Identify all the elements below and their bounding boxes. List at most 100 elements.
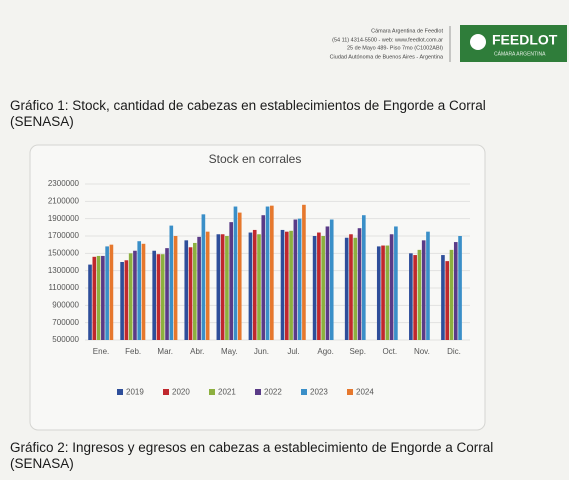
- bar: [233, 206, 238, 340]
- bar: [417, 249, 422, 340]
- logo-icon: [470, 34, 486, 50]
- bar: [220, 234, 225, 340]
- bar: [280, 229, 285, 340]
- y-tick-label: 1700000: [48, 231, 80, 240]
- x-tick-label: Abr.: [190, 347, 204, 356]
- bar: [376, 246, 381, 340]
- bar: [441, 255, 445, 340]
- bar: [289, 230, 293, 340]
- bar: [302, 204, 306, 340]
- bar: [252, 229, 257, 340]
- bar: [92, 256, 97, 340]
- bar: [329, 219, 334, 340]
- x-tick-label: Dic.: [447, 347, 461, 356]
- x-tick-label: Feb.: [125, 347, 141, 356]
- bar: [284, 231, 289, 340]
- bar: [248, 232, 253, 340]
- bar: [426, 231, 430, 340]
- legend-swatch: [255, 389, 261, 395]
- bar: [225, 236, 229, 340]
- legend-swatch: [209, 389, 215, 395]
- legend-swatch: [163, 389, 169, 395]
- bar: [193, 242, 197, 340]
- bar: [141, 243, 146, 340]
- legend-swatch: [301, 389, 307, 395]
- bar: [257, 234, 261, 340]
- bar: [105, 246, 109, 340]
- legend-label: 2024: [356, 388, 374, 397]
- logo-subtitle: CÁMARA ARGENTINA: [494, 50, 546, 57]
- chart-title: Stock en corrales: [209, 152, 302, 166]
- bar: [349, 234, 353, 340]
- bar: [120, 262, 124, 340]
- y-tick-label: 2100000: [48, 196, 80, 205]
- bar: [96, 255, 101, 340]
- y-tick-label: 2300000: [48, 179, 80, 188]
- bar: [385, 245, 390, 340]
- x-tick-label: Ene.: [93, 347, 109, 356]
- bar: [152, 250, 157, 340]
- legend-label: 2021: [218, 388, 236, 397]
- caption: Gráfico 2: Ingresos y egresos en cabezas…: [10, 440, 494, 471]
- city: Ciudad Autónoma de Buenos Aires - Argent…: [330, 54, 444, 60]
- bar: [265, 206, 270, 340]
- legend-label: 2019: [126, 388, 144, 397]
- bar: [128, 253, 133, 340]
- bar: [165, 248, 169, 340]
- y-tick-label: 1300000: [48, 266, 80, 275]
- bar: [421, 240, 426, 340]
- bar: [261, 215, 266, 340]
- bar: [188, 247, 193, 340]
- y-tick-label: 900000: [52, 300, 79, 309]
- y-tick-label: 1900000: [48, 214, 80, 223]
- bar: [124, 260, 129, 340]
- bar: [344, 237, 349, 340]
- x-tick-label: Sep.: [349, 347, 365, 356]
- bar: [109, 244, 114, 340]
- x-tick-label: Mar.: [157, 347, 173, 356]
- bar: [156, 254, 161, 340]
- bar: [325, 226, 330, 340]
- bar: [184, 240, 189, 340]
- legend-label: 2023: [310, 388, 328, 397]
- bar: [297, 218, 302, 340]
- bar: [413, 255, 417, 340]
- contact: (54 11) 4314-5500 - web: www.feedlot.com…: [332, 37, 443, 43]
- bar: [137, 241, 142, 340]
- legend-label: 2020: [172, 388, 190, 397]
- bar: [453, 242, 458, 340]
- x-tick-label: Nov.: [414, 347, 430, 356]
- bar: [321, 236, 325, 340]
- x-tick-label: May.: [221, 347, 238, 356]
- y-tick-label: 500000: [52, 335, 79, 344]
- y-tick-label: 1500000: [48, 248, 80, 257]
- bar: [361, 215, 366, 340]
- y-tick-label: 1100000: [48, 283, 79, 292]
- bar: [270, 205, 274, 340]
- bar: [317, 232, 321, 340]
- bar: [216, 234, 221, 340]
- bar: [445, 261, 450, 340]
- bar: [312, 236, 317, 340]
- bar: [389, 234, 394, 340]
- bar: [169, 225, 174, 340]
- legend-swatch: [347, 389, 353, 395]
- logo-title: FEEDLOT: [492, 32, 558, 48]
- x-tick-label: Ago.: [317, 347, 333, 356]
- bar: [229, 222, 234, 340]
- bar: [88, 264, 92, 340]
- bar: [173, 236, 178, 340]
- org-name: Cámara Argentina de Feedlot: [371, 28, 443, 34]
- x-tick-label: Jun.: [254, 347, 269, 356]
- caption: Gráfico 1: Stock, cantidad de cabezas en…: [10, 98, 486, 129]
- bar: [449, 249, 454, 340]
- bar: [458, 236, 462, 340]
- legend-label: 2022: [264, 388, 282, 397]
- y-tick-label: 700000: [52, 318, 79, 327]
- bar: [160, 254, 165, 340]
- bar: [394, 226, 398, 340]
- bar: [101, 255, 105, 340]
- bar: [237, 212, 242, 340]
- bar: [357, 228, 362, 340]
